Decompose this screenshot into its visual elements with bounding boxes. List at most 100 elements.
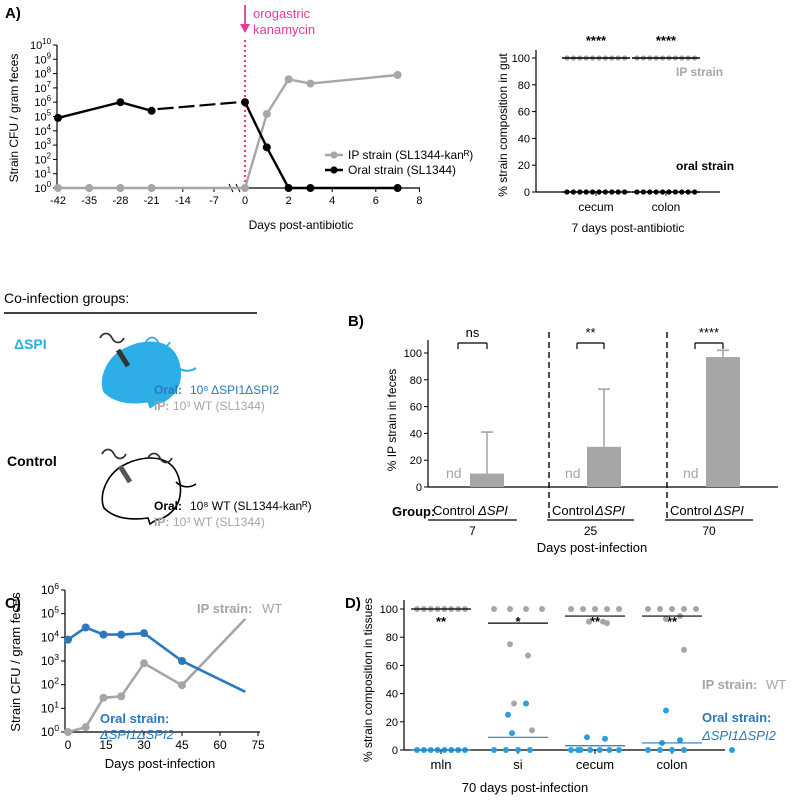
data-point xyxy=(523,606,529,612)
data-point xyxy=(681,747,687,753)
x-tick-label: -35 xyxy=(81,195,97,207)
annotation-line: orogastric xyxy=(253,6,311,21)
gavage-tube xyxy=(115,348,131,368)
data-point xyxy=(669,747,675,753)
data-point xyxy=(606,747,613,753)
x-tick-label: 0 xyxy=(242,195,248,207)
spi-group-name: ΔSPI xyxy=(14,336,47,352)
data-point xyxy=(393,70,402,79)
data-point xyxy=(596,747,603,753)
y-tick-label: 40 xyxy=(386,689,398,701)
y-tick-label: 60 xyxy=(518,107,530,119)
oral-series-label-genotype: ΔSPI1ΔSPI2 xyxy=(99,727,175,742)
legend-marker xyxy=(330,166,338,174)
y-tick-label: 103 xyxy=(41,652,59,668)
nd-label: nd xyxy=(683,465,699,481)
series-label-oral: oral strain xyxy=(676,159,734,173)
data-point xyxy=(525,652,531,659)
data-point xyxy=(515,747,521,753)
group-label-control: Control xyxy=(433,503,475,518)
significance-marker: ** xyxy=(436,614,447,629)
data-point xyxy=(604,620,610,627)
significance-marker: ** xyxy=(590,614,601,629)
group-label-spi: ΔSPI xyxy=(713,503,744,518)
group-label-spi: ΔSPI xyxy=(477,503,508,518)
data-point xyxy=(306,79,315,88)
data-point xyxy=(539,606,545,612)
x-tick-label: -14 xyxy=(175,195,191,207)
y-tick-label: 102 xyxy=(41,676,59,692)
panel-label-c: C) xyxy=(5,595,21,612)
oral-series-label: Oral strain: xyxy=(100,711,169,726)
data-point xyxy=(663,615,669,622)
y-tick-label: 105 xyxy=(41,605,59,621)
x-tick-label: 45 xyxy=(175,738,189,752)
data-point xyxy=(54,184,62,192)
y-tick-label: 108 xyxy=(34,66,51,81)
bacterium-icon xyxy=(101,448,127,460)
data-point xyxy=(509,730,515,737)
data-point xyxy=(262,143,271,152)
y-tick-label: 100 xyxy=(380,604,398,616)
nd-label: nd xyxy=(446,465,462,481)
data-point xyxy=(99,630,108,639)
data-point xyxy=(586,618,592,625)
data-point xyxy=(241,98,249,107)
data-point xyxy=(140,629,148,638)
data-point xyxy=(677,737,683,744)
y-tick-label: 40 xyxy=(410,428,422,440)
data-point xyxy=(116,98,125,107)
data-point xyxy=(491,606,497,612)
group-label-spi: ΔSPI xyxy=(594,503,625,518)
significance-marker: **** xyxy=(699,325,719,340)
legend-marker xyxy=(330,151,338,159)
x-axis-label: 70 days post-infection xyxy=(462,780,588,795)
significance-marker: **** xyxy=(586,33,607,48)
data-point xyxy=(241,184,249,192)
y-tick-label: 100 xyxy=(404,348,422,360)
y-tick-label: 106 xyxy=(34,94,51,109)
group-label-control: Control xyxy=(552,503,594,518)
x-axis-label: 7 days post-antibiotic xyxy=(572,221,685,235)
data-point xyxy=(116,184,125,192)
timepoint-label: 70 xyxy=(702,524,716,538)
y-tick-label: 0 xyxy=(416,482,422,494)
ip-series-label: IP strain: xyxy=(197,601,252,616)
x-tick-label: -42 xyxy=(50,195,66,207)
data-point xyxy=(147,184,156,192)
data-point xyxy=(81,723,90,732)
series-gap-line xyxy=(157,101,240,111)
data-point xyxy=(284,75,293,84)
y-tick-label: 60 xyxy=(410,402,422,414)
category-label: mln xyxy=(431,757,452,772)
data-point xyxy=(592,606,598,612)
control-ip-text: 10³ WT (SL1344) xyxy=(173,515,265,529)
legend-label: Oral strain (SL1344) xyxy=(348,163,456,177)
y-tick-label: 0 xyxy=(392,745,398,757)
significance-marker: ** xyxy=(667,614,678,629)
spi-ip-text: 10³ WT (SL1344) xyxy=(173,399,265,413)
data-point xyxy=(577,747,584,753)
data-point xyxy=(54,113,62,122)
mouse-tail xyxy=(175,365,197,372)
data-point xyxy=(140,659,148,668)
ip-series-label-rest: WT xyxy=(262,601,282,616)
bacterium-icon xyxy=(99,332,125,344)
data-point xyxy=(306,184,315,192)
significance-marker: ** xyxy=(585,325,595,340)
data-point xyxy=(393,184,402,192)
control-oral-text: 10⁸ WT (SL1344-kanᴿ) xyxy=(190,499,312,513)
panel-label-a: A) xyxy=(5,5,21,22)
data-point xyxy=(507,641,513,648)
data-point xyxy=(529,727,535,734)
x-axis-label: Days post-infection xyxy=(105,756,216,771)
data-point xyxy=(568,606,574,612)
data-point xyxy=(587,747,594,753)
category-label: colon xyxy=(656,757,687,772)
x-axis-label: Days post-antibiotic xyxy=(249,218,354,232)
x-tick-label: 30 xyxy=(137,738,151,752)
bar xyxy=(587,446,621,487)
mouse-tail xyxy=(175,481,197,488)
bacterium-icon xyxy=(145,336,171,348)
bar xyxy=(706,357,740,487)
